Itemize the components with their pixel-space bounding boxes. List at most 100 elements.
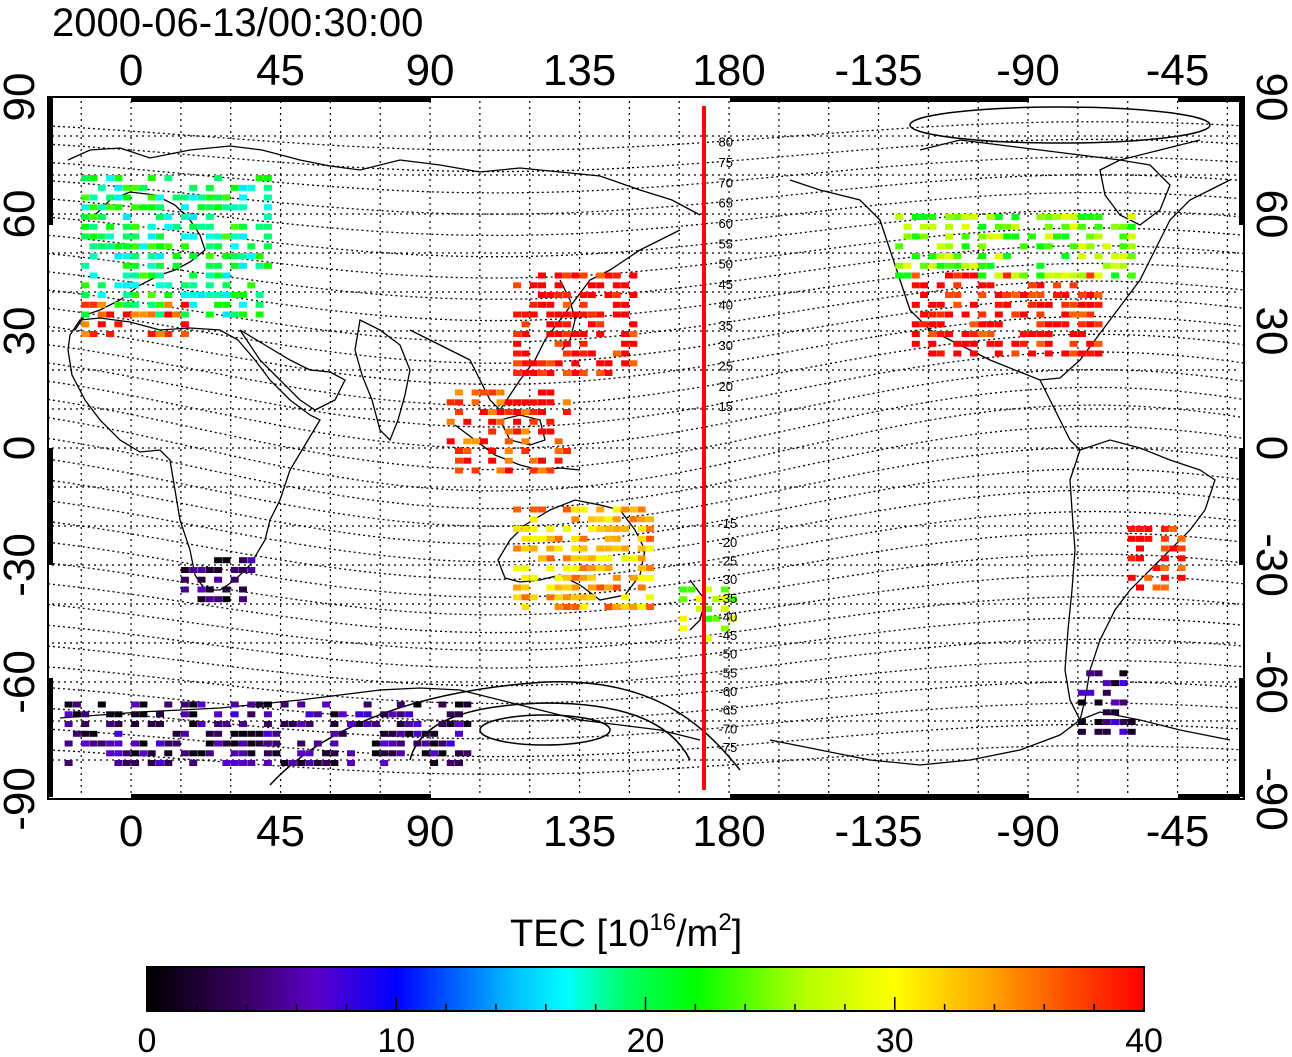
tec-cell: [1102, 728, 1111, 735]
tec-cell: [222, 282, 231, 289]
tec-cell: [197, 721, 206, 727]
tec-cell: [189, 223, 198, 230]
tec-cell: [147, 253, 156, 259]
tec-cell: [961, 214, 970, 220]
tec-cell: [579, 535, 588, 542]
tec-cell: [106, 711, 115, 718]
tec-cell: [496, 418, 505, 425]
tec-cell: [637, 555, 646, 562]
tec-cell: [97, 321, 106, 328]
tec-cell: [1086, 243, 1095, 250]
tec-cell: [1003, 253, 1012, 259]
tec-cell: [106, 750, 115, 757]
tec-cell: [953, 253, 962, 259]
tec-cell: [895, 262, 904, 269]
tec-cell: [554, 448, 563, 454]
tec-cell: [164, 750, 173, 757]
tec-cell: [263, 750, 272, 757]
tec-cell: [1136, 545, 1144, 552]
tec-cell: [538, 282, 546, 289]
tec-cell: [89, 204, 98, 211]
tec-cell: [214, 567, 223, 573]
tec-cell: [1086, 689, 1095, 696]
tec-cell: [255, 175, 264, 181]
tec-cell: [1160, 535, 1169, 542]
tec-cell: [488, 389, 497, 396]
tec-cell: [156, 243, 164, 250]
tec-cell: [612, 350, 621, 357]
tec-cell: [712, 615, 721, 622]
tec-cell: [413, 721, 422, 727]
tec-cell: [961, 272, 970, 279]
tec-cell: [546, 565, 555, 571]
tec-cell: [504, 467, 513, 474]
y-tick-label-left: 30: [0, 307, 44, 356]
tec-cell: [1094, 233, 1103, 240]
tec-cell: [471, 438, 480, 445]
tec-cell: [911, 282, 920, 289]
tec-cell: [1028, 331, 1037, 337]
tec-cell: [97, 214, 106, 220]
tec-cell: [936, 331, 945, 337]
tec-cell: [604, 526, 613, 532]
tec-cell: [1136, 584, 1144, 591]
tec-cell: [554, 457, 563, 464]
tec-cell: [637, 535, 646, 542]
coastlines: [59, 139, 1231, 766]
tec-cell: [89, 331, 98, 337]
x-tick-label-bottom: 135: [543, 807, 616, 856]
tec-cell: [214, 233, 223, 240]
tec-cell: [89, 740, 98, 747]
tec-cell: [1077, 301, 1086, 308]
tec-cell: [1102, 262, 1111, 269]
tec-cell: [554, 321, 563, 328]
tec-cell: [455, 760, 463, 766]
tec-cell: [637, 545, 646, 552]
tec-cell: [953, 214, 962, 220]
tec-cell: [421, 730, 430, 737]
tec-cell: [97, 233, 106, 240]
tec-cell: [189, 214, 198, 220]
tec-cell: [114, 760, 123, 766]
tec-cell: [189, 292, 198, 298]
tec-cell: [496, 467, 505, 474]
tec-cell: [612, 584, 621, 591]
tec-cell: [180, 204, 189, 211]
tec-cell: [81, 730, 90, 737]
tec-cell: [621, 301, 630, 308]
tec-cell: [106, 311, 115, 318]
tec-cell: [81, 204, 90, 211]
tec-cell: [562, 409, 571, 415]
tec-cell: [1102, 243, 1111, 250]
contour-label: -40: [718, 609, 737, 624]
tec-cell: [529, 506, 538, 513]
tec-cell: [562, 311, 571, 318]
tec-cell: [1069, 243, 1078, 250]
tec-cell: [554, 292, 563, 298]
tec-cell: [554, 311, 563, 318]
tec-cell: [114, 711, 123, 718]
tec-cell: [596, 272, 605, 279]
tec-cell: [106, 194, 115, 201]
tec-cell: [928, 311, 937, 318]
x-tick-label-top: 45: [256, 46, 305, 95]
tec-cell: [214, 243, 223, 250]
tec-cell: [114, 253, 123, 259]
tec-cell: [562, 301, 571, 308]
tec-cell: [587, 516, 596, 523]
tec-cell: [81, 175, 90, 181]
tec-cell: [255, 701, 264, 708]
contour-label: 70: [718, 175, 732, 190]
tec-cell: [969, 262, 978, 269]
tec-cell: [122, 233, 131, 240]
tec-cell: [222, 253, 231, 259]
tec-cell: [263, 233, 272, 240]
tec-cell: [230, 253, 239, 259]
tec-cell: [1044, 331, 1053, 337]
tec-cell: [629, 292, 638, 298]
tec-cell: [205, 243, 214, 250]
tec-cell: [1077, 350, 1086, 357]
tec-cell: [239, 292, 247, 298]
tec-cell: [479, 438, 488, 445]
x-tick-label-bottom: -135: [835, 807, 923, 856]
